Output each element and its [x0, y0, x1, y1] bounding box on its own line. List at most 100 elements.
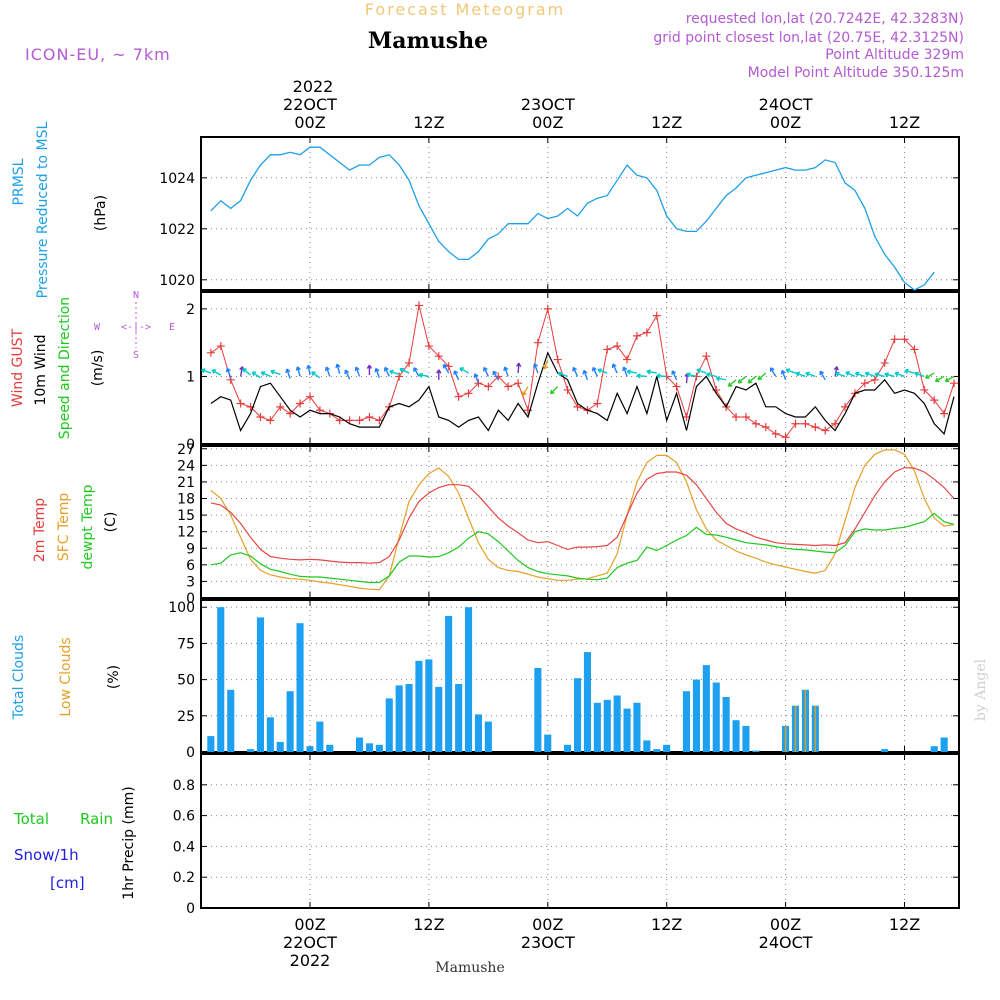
total-cloud-bar: [534, 668, 542, 752]
y-tick-label: 15: [177, 508, 195, 524]
low-cloud-bar: [804, 689, 807, 752]
total-cloud-bar: [940, 737, 948, 752]
gust-marker: [305, 392, 314, 401]
total-cloud-bar: [365, 743, 373, 752]
wind-arrow: [874, 372, 885, 378]
wind-arrow: [582, 369, 589, 381]
wind-arrow: [835, 371, 846, 378]
pressure-labels: PRMSL Pressure Reduced to MSL (hPa): [11, 121, 109, 298]
gust-marker: [870, 375, 879, 384]
wind-arrow: [819, 370, 826, 381]
total-cloud-bar: [276, 741, 284, 752]
y-tick-label: 9: [186, 541, 195, 557]
wind-arrow: [785, 368, 796, 374]
gust-marker: [890, 335, 899, 344]
wind-arrow: [715, 376, 727, 382]
gust-marker: [266, 416, 275, 425]
gust-marker: [811, 423, 820, 432]
model-altitude: Model Point Altitude 350.125m: [748, 65, 964, 81]
total-cloud-bar: [385, 698, 393, 752]
y-tick-label: 100: [168, 600, 195, 616]
top-date-label: 24OCT: [759, 95, 813, 114]
bottom-date-label: 23OCT: [521, 933, 575, 952]
wind-arrow: [864, 371, 876, 378]
total-cloud-bar: [593, 702, 601, 752]
gust-marker: [424, 342, 433, 351]
pressure-msl-label: Pressure Reduced to MSL: [35, 121, 51, 298]
gust-marker: [771, 429, 780, 438]
wind-arrow: [597, 368, 608, 374]
model-label: ICON-EU, ~ 7km: [25, 45, 171, 64]
prmsl-label: PRMSL: [11, 158, 27, 205]
total-cloud-bar: [633, 702, 641, 752]
wind-arrow: [389, 369, 400, 376]
wind-arrow: [473, 373, 480, 384]
total-cloud-bar: [465, 607, 473, 752]
gust-marker: [702, 352, 711, 361]
point-altitude: Point Altitude 329m: [825, 47, 964, 63]
gust-marker: [434, 352, 443, 361]
cm-label: [cm]: [50, 874, 85, 892]
speed-direction-label: Speed and Direction: [57, 297, 73, 439]
gust-marker: [751, 419, 760, 428]
gust-marker: [355, 416, 364, 425]
wind-arrow: [780, 369, 787, 381]
gust-marker: [276, 402, 285, 411]
total-cloud-bar: [316, 721, 324, 752]
low-cloud-bar: [794, 705, 797, 752]
wind-arrow: [311, 371, 321, 379]
wind-arrow: [747, 375, 757, 384]
pressure-unit: (hPa): [93, 195, 109, 231]
gust-marker: [464, 389, 473, 398]
gust-marker: [256, 412, 265, 421]
wind-arrow: [442, 363, 450, 374]
wind-arrow: [924, 372, 935, 379]
total-cloud-bar: [881, 749, 889, 752]
wind-arrow: [211, 369, 222, 376]
y-tick-label: 3: [186, 574, 195, 590]
y-tick-label: 50: [177, 673, 195, 689]
gust-marker: [206, 348, 215, 357]
panels: 1020102210240120369121518212427025507510…: [159, 136, 960, 917]
compass-w: W: [94, 322, 101, 333]
y-tick-label: 21: [177, 475, 195, 491]
precip-labels: Total Rain Snow/1h [cm] 1hr Precip (mm): [13, 786, 137, 899]
total-cloud-bar: [425, 659, 433, 752]
total-label: Total: [13, 810, 49, 828]
y-tick-label: 1020: [159, 273, 195, 289]
total-cloud-bar: [326, 744, 334, 752]
temp-labels: 2m Temp SFC Temp dewpt Temp (C): [32, 484, 119, 569]
gust-marker: [533, 338, 542, 347]
gust-marker: [236, 399, 245, 408]
wind-line: [210, 351, 955, 436]
gust-marker: [781, 433, 790, 442]
total-cloud-bar: [752, 750, 760, 752]
bottom-hour-label: 00Z: [532, 915, 563, 934]
clouds-unit: (%): [106, 665, 122, 689]
total-cloud-bar: [435, 686, 443, 752]
top-date-label: 23OCT: [521, 95, 575, 114]
wind-arrow: [399, 367, 410, 374]
gust-marker: [603, 345, 612, 354]
compass-e: E: [169, 322, 175, 333]
y-tick-label: 1024: [159, 171, 195, 187]
y-tick-label: 0.8: [173, 778, 195, 794]
watermark: by Angel: [973, 658, 989, 721]
wind-arrow: [833, 366, 839, 377]
gust-marker: [732, 412, 741, 421]
y-tick-label: 0.6: [173, 809, 195, 825]
y-tick-label: 25: [177, 709, 195, 725]
panel-wind: 0 1 2: [186, 291, 960, 453]
total-cloud-bar: [930, 746, 938, 752]
wind-arrow: [622, 366, 628, 377]
wind-arrow: [805, 371, 816, 378]
y-tick-label: 24: [177, 458, 195, 474]
wind-arrow: [686, 372, 697, 378]
gust-marker: [216, 342, 225, 351]
wind-labels: Wind GUST 10m Wind Speed and Direction (…: [10, 290, 175, 439]
y-tick-label: 18: [177, 492, 195, 508]
wind-arrow: [492, 370, 499, 381]
total-cloud-bar: [653, 749, 661, 752]
top-hour-label: 00Z: [294, 113, 325, 132]
